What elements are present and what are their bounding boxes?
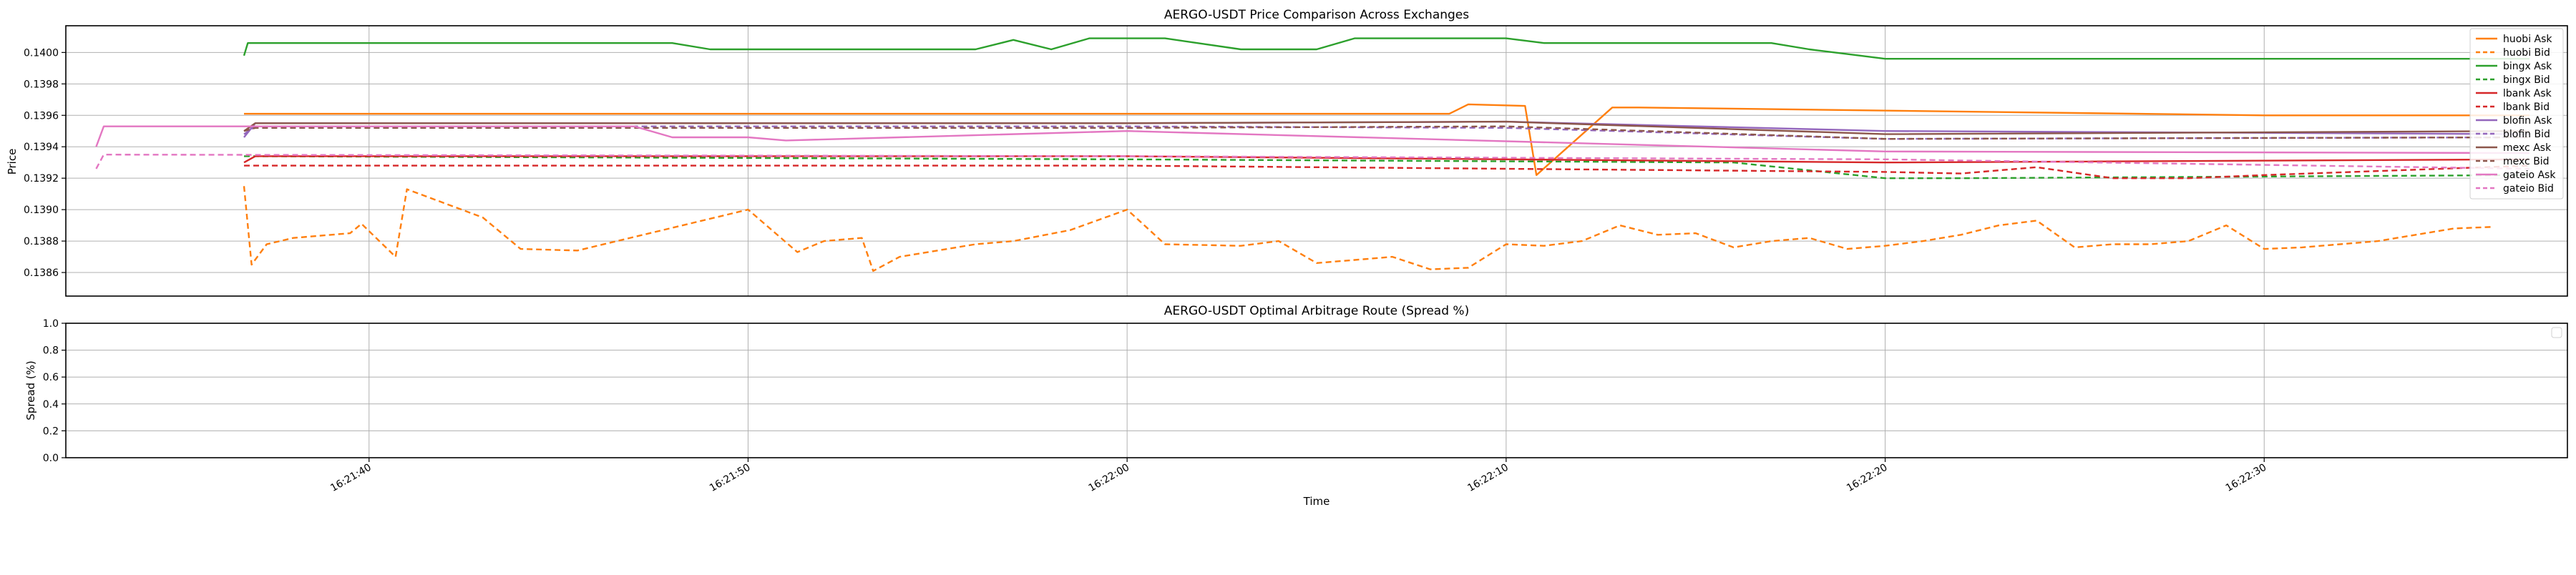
bottom-ytick-label: 1.0 [43, 318, 59, 330]
top-legend: huobi Ask huobi Bid bingx Ask bingx Bid lban… [2469, 28, 2564, 200]
series-line-lbank-ask [243, 155, 2530, 164]
series-line-bingx-bid [243, 155, 2530, 180]
bottom-xtick-label: 16:22:10 [1465, 462, 1510, 494]
bottom-chart-xlabel: Time [1303, 495, 1330, 508]
bottom-xtick-label: 16:21:50 [708, 462, 752, 494]
series-line-bingx-ask [243, 37, 2529, 60]
legend-label: gateio Bid [2503, 183, 2554, 195]
top-series-lines [95, 37, 2530, 272]
price-comparison-chart: AERGO-USDT Price Comparison Across Excha… [6, 8, 2568, 297]
spread-chart: AERGO-USDT Optimal Arbitrage Route (Spre… [24, 304, 2568, 508]
bottom-ytick-label: 0.0 [43, 453, 59, 464]
bottom-chart-ylabel: Spread (%) [24, 360, 37, 421]
top-ytick-label: 0.1386 [24, 267, 59, 279]
legend-label: mexc Bid [2503, 156, 2550, 167]
top-ytick-label: 0.1400 [24, 47, 59, 59]
legend-label: lbank Ask [2503, 88, 2552, 99]
top-chart-title: AERGO-USDT Price Comparison Across Excha… [1164, 8, 1469, 22]
series-line-lbank-bid [244, 164, 2530, 180]
bottom-ytick-label: 0.2 [43, 426, 59, 437]
legend-label: bingx Bid [2503, 74, 2550, 86]
bottom-ytick-label: 0.4 [43, 399, 59, 411]
legend-label: mexc Ask [2503, 142, 2552, 154]
bottom-y-ticks: 0.0 0.2 0.4 0.6 0.8 1.0 [43, 318, 66, 464]
legend-label: blofin Bid [2503, 129, 2550, 140]
legend-label: huobi Bid [2503, 47, 2550, 59]
bottom-chart-title: AERGO-USDT Optimal Arbitrage Route (Spre… [1164, 304, 1469, 318]
bottom-ytick-label: 0.6 [43, 372, 59, 383]
bottom-xtick-label: 16:22:20 [1845, 462, 1889, 494]
top-ytick-label: 0.1390 [24, 205, 59, 216]
top-chart-ylabel: Price [6, 149, 19, 175]
legend-label: huobi Ask [2503, 34, 2552, 45]
top-legend-box [2469, 28, 2564, 200]
bottom-xtick-label: 16:22:00 [1087, 462, 1131, 494]
bottom-legend-box [2551, 327, 2562, 338]
bottom-plot-frame [65, 323, 2568, 458]
top-plot-frame [65, 25, 2568, 297]
series-line-gateio-bid [95, 153, 2530, 170]
top-y-ticks: 0.1386 0.1388 0.1390 0.1392 0.1394 0.1396 0.13… [24, 47, 66, 279]
series-line-huobi-ask [244, 103, 2529, 177]
top-ytick-label: 0.1392 [24, 173, 59, 185]
legend-label: gateio Ask [2503, 169, 2556, 181]
bottom-xtick-label: 16:21:40 [328, 462, 373, 494]
series-line-mexc-bid [243, 125, 2530, 140]
top-ytick-label: 0.1388 [24, 236, 59, 247]
series-line-mexc-ask [243, 120, 2530, 135]
series-line-huobi-bid [243, 186, 2492, 272]
bottom-xtick-label: 16:22:30 [2224, 462, 2268, 494]
top-ytick-label: 0.1398 [24, 79, 59, 90]
top-ytick-label: 0.1394 [24, 142, 59, 153]
legend-label: lbank Bid [2503, 102, 2550, 113]
top-ytick-label: 0.1396 [24, 110, 59, 122]
legend-label: bingx Ask [2503, 61, 2552, 72]
bottom-ytick-label: 0.8 [43, 345, 59, 357]
bottom-x-ticks: 16:21:40 16:21:50 16:22:00 16:22:10 16:22:20… [328, 458, 2268, 494]
legend-label: blofin Ask [2503, 115, 2552, 127]
series-line-gateio-ask [95, 125, 2530, 154]
bottom-grid [66, 323, 2567, 458]
top-grid [66, 26, 2567, 296]
